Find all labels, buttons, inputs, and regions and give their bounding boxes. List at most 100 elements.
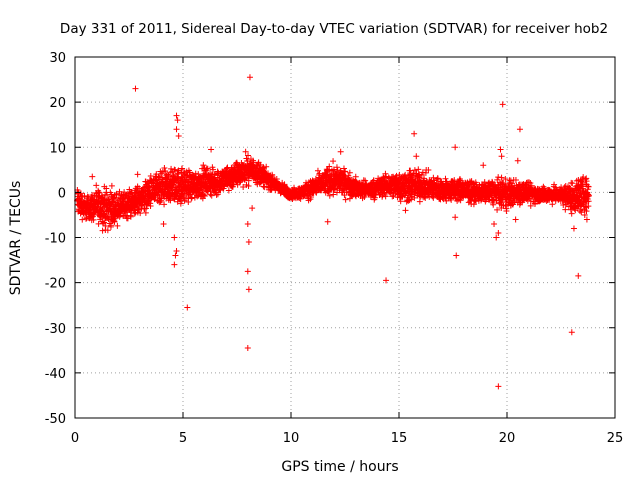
band-point (204, 165, 211, 172)
grid-lines (75, 57, 615, 418)
outlier-point (245, 239, 252, 246)
outlier-point (512, 216, 519, 223)
band-point (383, 173, 390, 180)
band-point (415, 166, 422, 173)
band-point (210, 166, 217, 173)
band-point (188, 195, 195, 202)
outlier-point (245, 286, 252, 293)
outlier-point (453, 252, 460, 259)
outlier-point (497, 146, 504, 153)
outlier-point (383, 277, 390, 284)
outlier-point (452, 144, 459, 151)
band-point (333, 164, 340, 171)
x-tick-label: 15 (391, 431, 408, 446)
band-point (250, 159, 257, 166)
y-tick-labels: -50 -40 -30 -20 -10 0 10 20 30 (45, 51, 66, 427)
outlier-point (516, 126, 523, 133)
x-axis-label: GPS time / hours (281, 459, 398, 475)
x-tick-label: 20 (499, 431, 516, 446)
outlier-point (491, 220, 498, 227)
band-point (326, 192, 333, 199)
band-point (104, 227, 111, 234)
band-point (396, 179, 403, 186)
band-point (430, 174, 437, 181)
band-point (179, 165, 186, 172)
outlier-point (514, 157, 521, 164)
band-point (585, 198, 592, 205)
band-point (161, 201, 168, 208)
band-point (422, 195, 429, 202)
band-point (527, 179, 534, 186)
band-point (104, 192, 111, 199)
band-point (185, 199, 192, 206)
band-point (326, 163, 333, 170)
x-tick-label: 10 (283, 431, 300, 446)
band-point (532, 200, 539, 207)
band-point (166, 172, 173, 179)
band-point (245, 177, 252, 184)
chart-title: Day 331 of 2011, Sidereal Day-to-day VTE… (60, 21, 608, 37)
band-point (330, 158, 337, 165)
outlier-point (527, 202, 534, 209)
outlier-point (184, 304, 191, 311)
outlier-point (493, 234, 500, 241)
band-point (200, 162, 207, 169)
outlier-point (337, 148, 344, 155)
outlier-point (495, 383, 502, 390)
outlier-point (208, 146, 215, 153)
band-point (245, 182, 252, 189)
outlier-point (570, 225, 577, 232)
band-point (162, 168, 169, 175)
band-point (90, 216, 97, 223)
outlier-point (499, 101, 506, 108)
band-point (211, 171, 218, 178)
band-point (457, 177, 464, 184)
band-point (81, 192, 88, 199)
y-tick-label: 30 (49, 51, 66, 66)
outlier-point (244, 220, 251, 227)
band-point (200, 192, 207, 199)
outlier-point (173, 248, 180, 255)
band-point (495, 174, 502, 181)
band-point (577, 206, 584, 213)
band-point (585, 192, 592, 199)
band-point (342, 168, 349, 175)
outlier-point (173, 112, 180, 119)
outlier-point (134, 171, 141, 178)
band-point (346, 169, 353, 176)
band-point (260, 183, 267, 190)
band-point (502, 175, 509, 182)
band-point (101, 219, 108, 226)
band-point (528, 182, 535, 189)
band-point (512, 177, 519, 184)
x-tick-label: 25 (607, 431, 624, 446)
band-point (340, 165, 347, 172)
band-point (425, 167, 432, 174)
band-point (172, 166, 179, 173)
band-point (472, 196, 479, 203)
band-point (95, 189, 102, 196)
band-point (108, 222, 115, 229)
band-point (181, 192, 188, 199)
outlier-point (160, 220, 167, 227)
y-axis-label: SDTVAR / TECUs (8, 181, 24, 296)
band-point (568, 210, 575, 217)
outlier-point (568, 329, 575, 336)
band-point (213, 191, 220, 198)
outlier-point (244, 345, 251, 352)
band-point (583, 208, 590, 215)
band-point (99, 220, 106, 227)
band-point (370, 177, 377, 184)
outlier-point (402, 207, 409, 214)
outlier-point (249, 205, 256, 212)
band-point (569, 180, 576, 187)
band-point (578, 209, 585, 216)
band-point (105, 213, 112, 220)
band-point (108, 182, 115, 189)
outlier-point (171, 261, 178, 268)
band-point (448, 196, 455, 203)
band-point (498, 174, 505, 181)
data-points (74, 74, 592, 390)
band-point (99, 205, 106, 212)
